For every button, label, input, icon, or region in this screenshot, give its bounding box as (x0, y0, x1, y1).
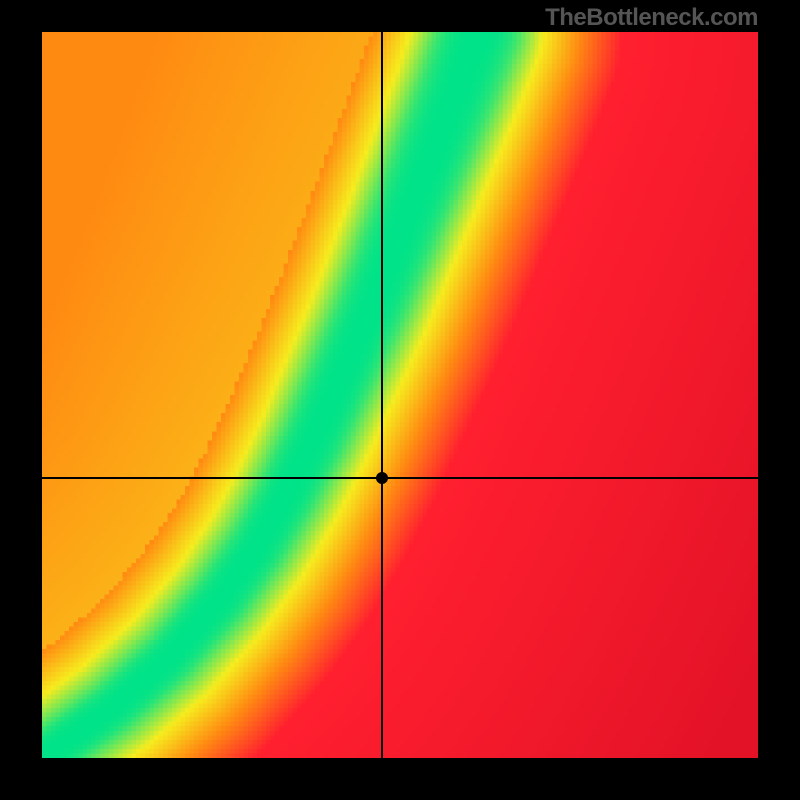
chart-container: TheBottleneck.com (0, 0, 800, 800)
crosshair-horizontal (42, 477, 758, 479)
heatmap-plot (42, 32, 758, 758)
watermark-text: TheBottleneck.com (545, 4, 758, 32)
crosshair-vertical (381, 32, 383, 758)
heatmap-canvas (42, 32, 758, 758)
